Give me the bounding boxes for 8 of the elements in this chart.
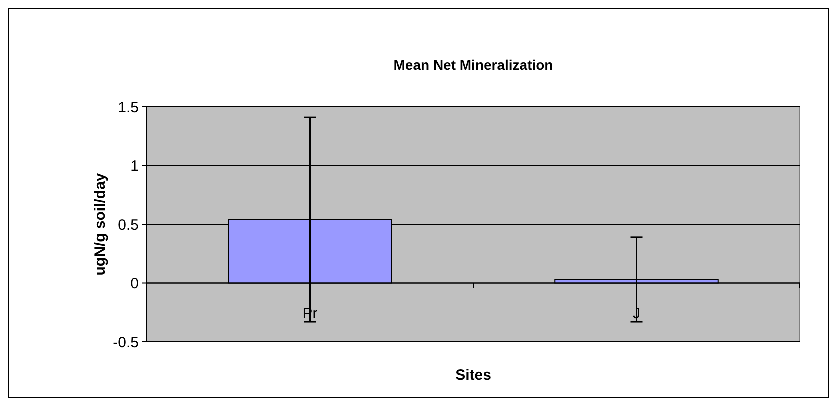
- y-tick-label: -0.5: [113, 334, 139, 352]
- y-tick-label: 1: [130, 158, 139, 175]
- chart-title: Mean Net Mineralization: [394, 57, 554, 73]
- y-tick-label: 0.5: [118, 216, 139, 234]
- y-tick-label: 1.5: [118, 99, 139, 116]
- y-tick-label: 0: [130, 276, 139, 292]
- x-axis-title: Sites: [456, 367, 492, 384]
- y-axis-title: ugN/g soil/day: [92, 172, 109, 276]
